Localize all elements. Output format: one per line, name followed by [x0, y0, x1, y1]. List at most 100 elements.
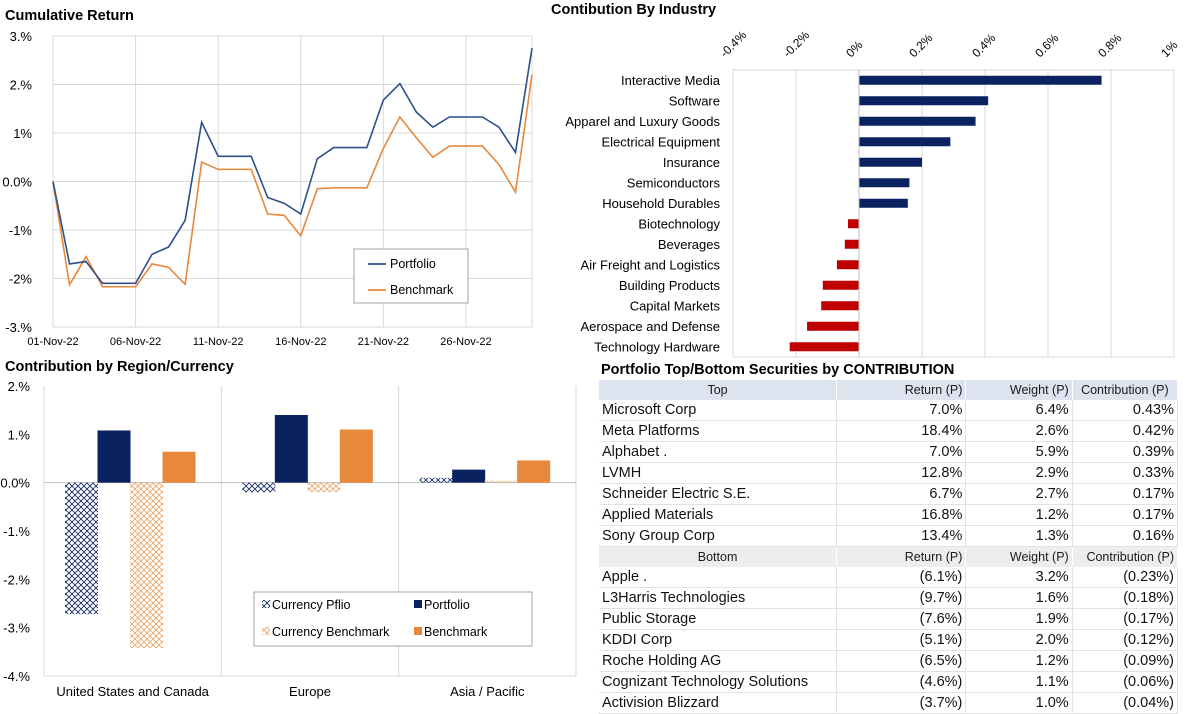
industry-bar — [821, 301, 859, 311]
table-row: Cognizant Technology Solutions (4.6%) 1.1%… — [599, 671, 1179, 693]
value-cell: 0.42% — [1072, 420, 1179, 442]
industry-bar — [859, 96, 989, 106]
security-name-cell: Cognizant Technology Solutions — [599, 671, 838, 693]
y-tick-label: -3.% — [3, 621, 30, 636]
x-tick-label: 0.8% — [1095, 31, 1124, 60]
value-cell: Contribution (P) — [1072, 380, 1179, 400]
table-row: Apple . (6.1%) 3.2% (0.23%) — [599, 567, 1179, 588]
table-row: Alphabet . 7.0% 5.9% 0.39% — [599, 441, 1179, 463]
table-row: KDDI Corp (5.1%) 2.0% (0.12%) — [599, 629, 1179, 651]
value-cell: (0.17%) — [1072, 608, 1179, 630]
value-cell: 16.8% — [836, 504, 967, 526]
industry-label: Household Durables — [602, 196, 720, 211]
category-label: United States and Canada — [56, 684, 209, 699]
value-cell: 3.2% — [965, 567, 1073, 588]
region-bar-portfolio — [274, 415, 308, 483]
security-name-cell: Alphabet . — [599, 441, 838, 463]
value-cell: (0.12%) — [1072, 629, 1179, 651]
cumulative-return-chart: -3.% -2% -1% 0.0% 1% 2.% 3.% 01-Nov-22 06-Nov-22… — [2, 29, 533, 348]
table-row: Sony Group Corp 13.4% 1.3% 0.16% — [599, 525, 1179, 547]
value-cell: (0.23%) — [1072, 567, 1179, 588]
value-cell: 1.1% — [965, 671, 1073, 693]
value-cell: (6.5%) — [836, 650, 967, 672]
industry-label: Aerospace and Defense — [581, 319, 720, 334]
value-cell: 0.43% — [1072, 400, 1179, 421]
x-tick-label: 0.6% — [1032, 31, 1061, 60]
value-cell: 1.2% — [965, 650, 1073, 672]
industry-bar — [844, 239, 859, 249]
industry-label: Software — [669, 93, 720, 108]
security-name-cell: Schneider Electric S.E. — [599, 483, 838, 505]
security-name-cell: Bottom — [599, 546, 838, 567]
region-bar-portfolio — [97, 430, 131, 483]
y-tick-label: -2.% — [3, 572, 30, 587]
security-name-cell: Meta Platforms — [599, 420, 838, 442]
plot-area-border — [732, 69, 1175, 358]
value-cell: 18.4% — [836, 420, 967, 442]
y-tick-label: -3.% — [5, 320, 32, 335]
region-chart-title: Contribution by Region/Currency — [5, 359, 234, 375]
value-cell: Weight (P) — [965, 380, 1073, 400]
y-tick-label: 1% — [13, 126, 32, 141]
region-bar-benchmark — [339, 429, 373, 483]
industry-bar — [859, 157, 922, 167]
value-cell: (5.1%) — [836, 629, 967, 651]
value-cell: 2.9% — [965, 462, 1073, 484]
table-row: LVMH 12.8% 2.9% 0.33% — [599, 462, 1179, 484]
region-bar-benchmark — [162, 451, 196, 483]
value-cell: (0.06%) — [1072, 671, 1179, 693]
region-contribution-chart: -4.% -3.% -2.% -1.% 0.0% 1.% 2.% United States … — [0, 379, 577, 699]
security-name-cell: Activision Blizzard — [599, 692, 838, 714]
legend-label-benchmark: Benchmark — [390, 283, 454, 297]
industry-label: Capital Markets — [630, 298, 721, 313]
legend-label: Currency Benchmark — [272, 625, 390, 639]
security-name-cell: Roche Holding AG — [599, 650, 838, 672]
table-row: Applied Materials 16.8% 1.2% 0.17% — [599, 504, 1179, 526]
value-cell: Contribution (P) — [1072, 546, 1179, 567]
industry-label: Biotechnology — [638, 216, 720, 231]
industry-label: Air Freight and Logistics — [581, 257, 721, 272]
legend-box — [353, 248, 469, 304]
y-tick-label: 2.% — [10, 78, 33, 93]
table-row: L3Harris Technologies (9.7%) 1.6% (0.18%) — [599, 587, 1179, 609]
table-header-row: Bottom Return (P) Weight (P) Contribution (… — [599, 546, 1179, 567]
security-name-cell: Sony Group Corp — [599, 525, 838, 547]
y-tick-label: 2.% — [8, 379, 31, 394]
category-label: Europe — [289, 684, 331, 699]
legend-swatch — [262, 627, 270, 635]
table-row: Schneider Electric S.E. 6.7% 2.7% 0.17% — [599, 483, 1179, 505]
region-bar-currency-benchmark — [130, 482, 163, 648]
value-cell: (3.7%) — [836, 692, 967, 714]
y-tick-label: 0.0% — [2, 175, 32, 190]
securities-table: Top Return (P) Weight (P) Contribution (P) M… — [599, 380, 1179, 714]
legend-label: Portfolio — [424, 598, 470, 612]
table-header-row: Top Return (P) Weight (P) Contribution (P) — [599, 380, 1179, 400]
security-name-cell: Top — [599, 380, 838, 400]
value-cell: (9.7%) — [836, 587, 967, 609]
security-name-cell: Apple . — [599, 567, 838, 588]
table-row: Roche Holding AG (6.5%) 1.2% (0.09%) — [599, 650, 1179, 672]
cumulative-return-title: Cumulative Return — [5, 8, 134, 24]
region-bar-currency-benchmark — [307, 482, 341, 493]
legend-swatch — [262, 600, 270, 608]
region-bar-currency-pflio — [65, 482, 98, 615]
value-cell: 0.17% — [1072, 483, 1179, 505]
securities-table-title: Portfolio Top/Bottom Securities by CONTR… — [601, 362, 955, 378]
industry-bar — [807, 321, 859, 331]
table-row: Activision Blizzard (3.7%) 1.0% (0.04%) — [599, 692, 1179, 714]
value-cell: Return (P) — [836, 546, 967, 567]
security-name-cell: KDDI Corp — [599, 629, 838, 651]
industry-bar — [859, 75, 1102, 85]
region-bar-currency-pflio — [242, 482, 276, 493]
legend-label: Benchmark — [424, 625, 488, 639]
value-cell: 1.0% — [965, 692, 1073, 714]
security-name-cell: Applied Materials — [599, 504, 838, 526]
region-bar-currency-pflio — [419, 477, 453, 483]
x-tick-label: -0.4% — [717, 28, 749, 60]
y-tick-label: -2% — [9, 272, 33, 287]
security-name-cell: LVMH — [599, 462, 838, 484]
legend-box — [253, 591, 533, 647]
x-tick-label: 0.2% — [906, 31, 935, 60]
region-bar-benchmark — [517, 460, 551, 483]
category-label: Asia / Pacific — [450, 684, 525, 699]
